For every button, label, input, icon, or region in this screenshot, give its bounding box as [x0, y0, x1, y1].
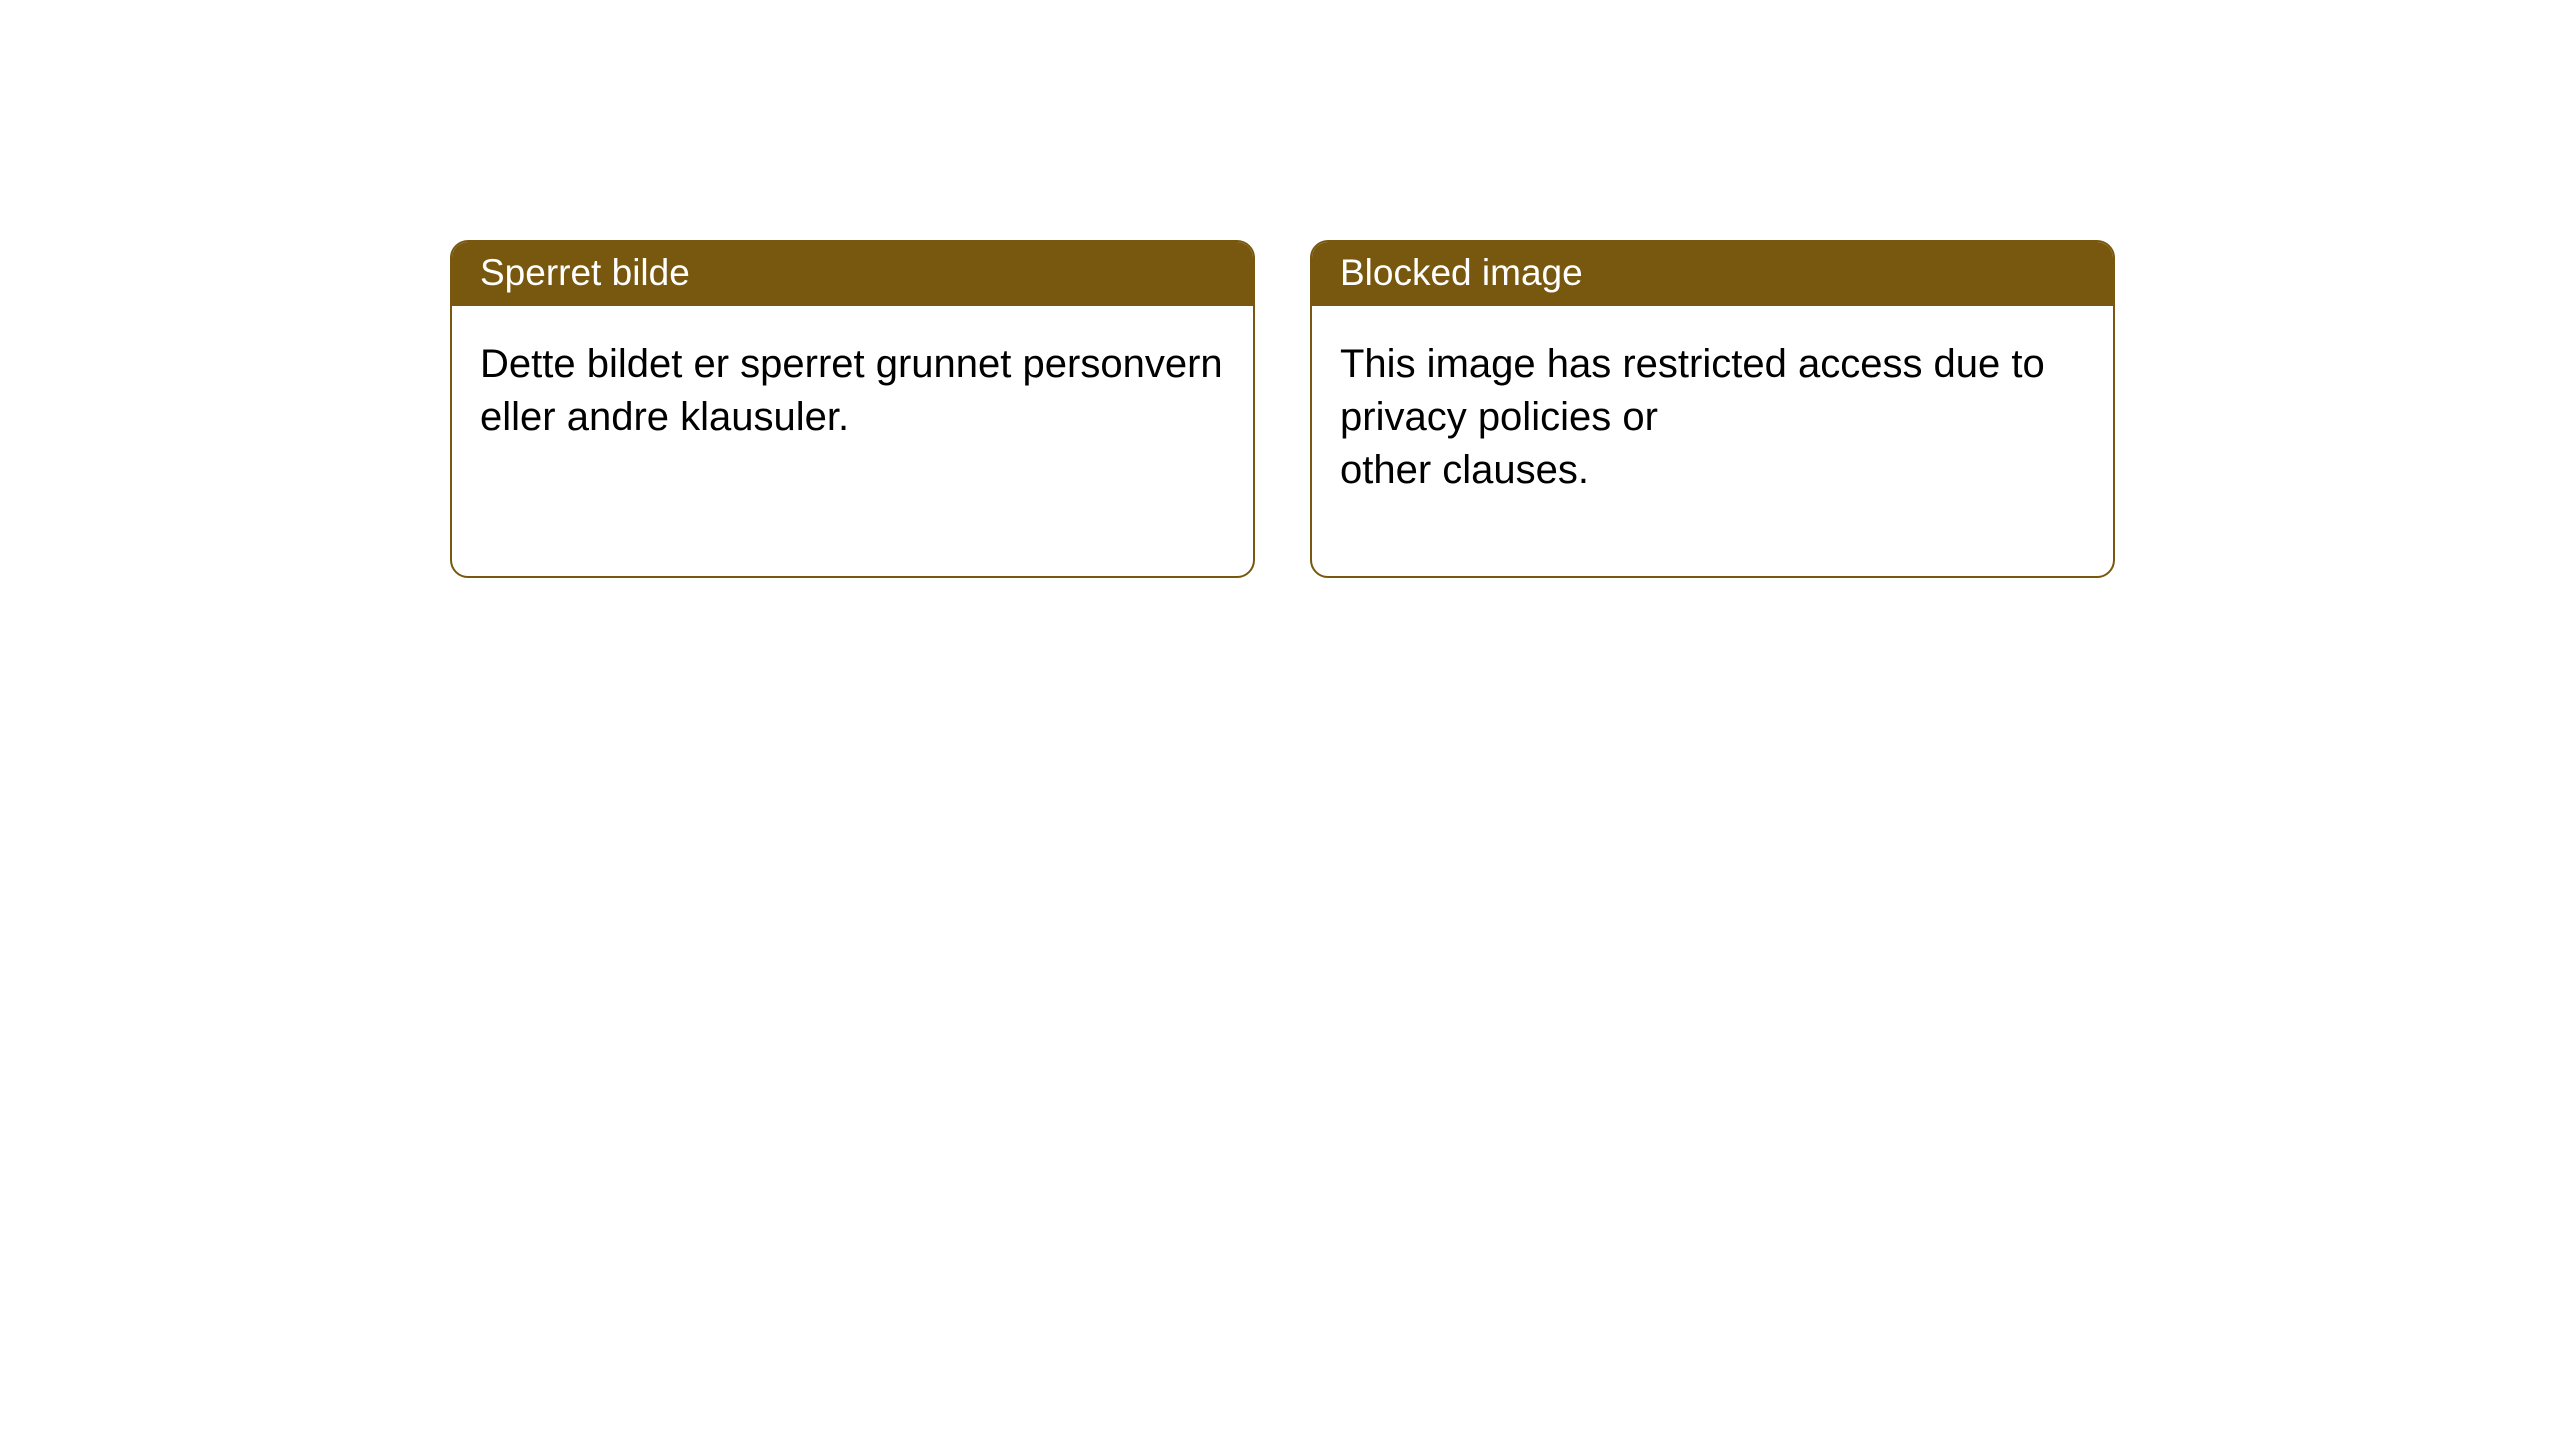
notice-header-no: Sperret bilde	[452, 242, 1253, 306]
notice-body-en: This image has restricted access due to …	[1312, 306, 2113, 576]
notice-container: Sperret bilde Dette bildet er sperret gr…	[0, 0, 2560, 578]
notice-body-no: Dette bildet er sperret grunnet personve…	[452, 306, 1253, 524]
notice-header-en: Blocked image	[1312, 242, 2113, 306]
notice-card-en: Blocked image This image has restricted …	[1310, 240, 2115, 578]
notice-card-no: Sperret bilde Dette bildet er sperret gr…	[450, 240, 1255, 578]
